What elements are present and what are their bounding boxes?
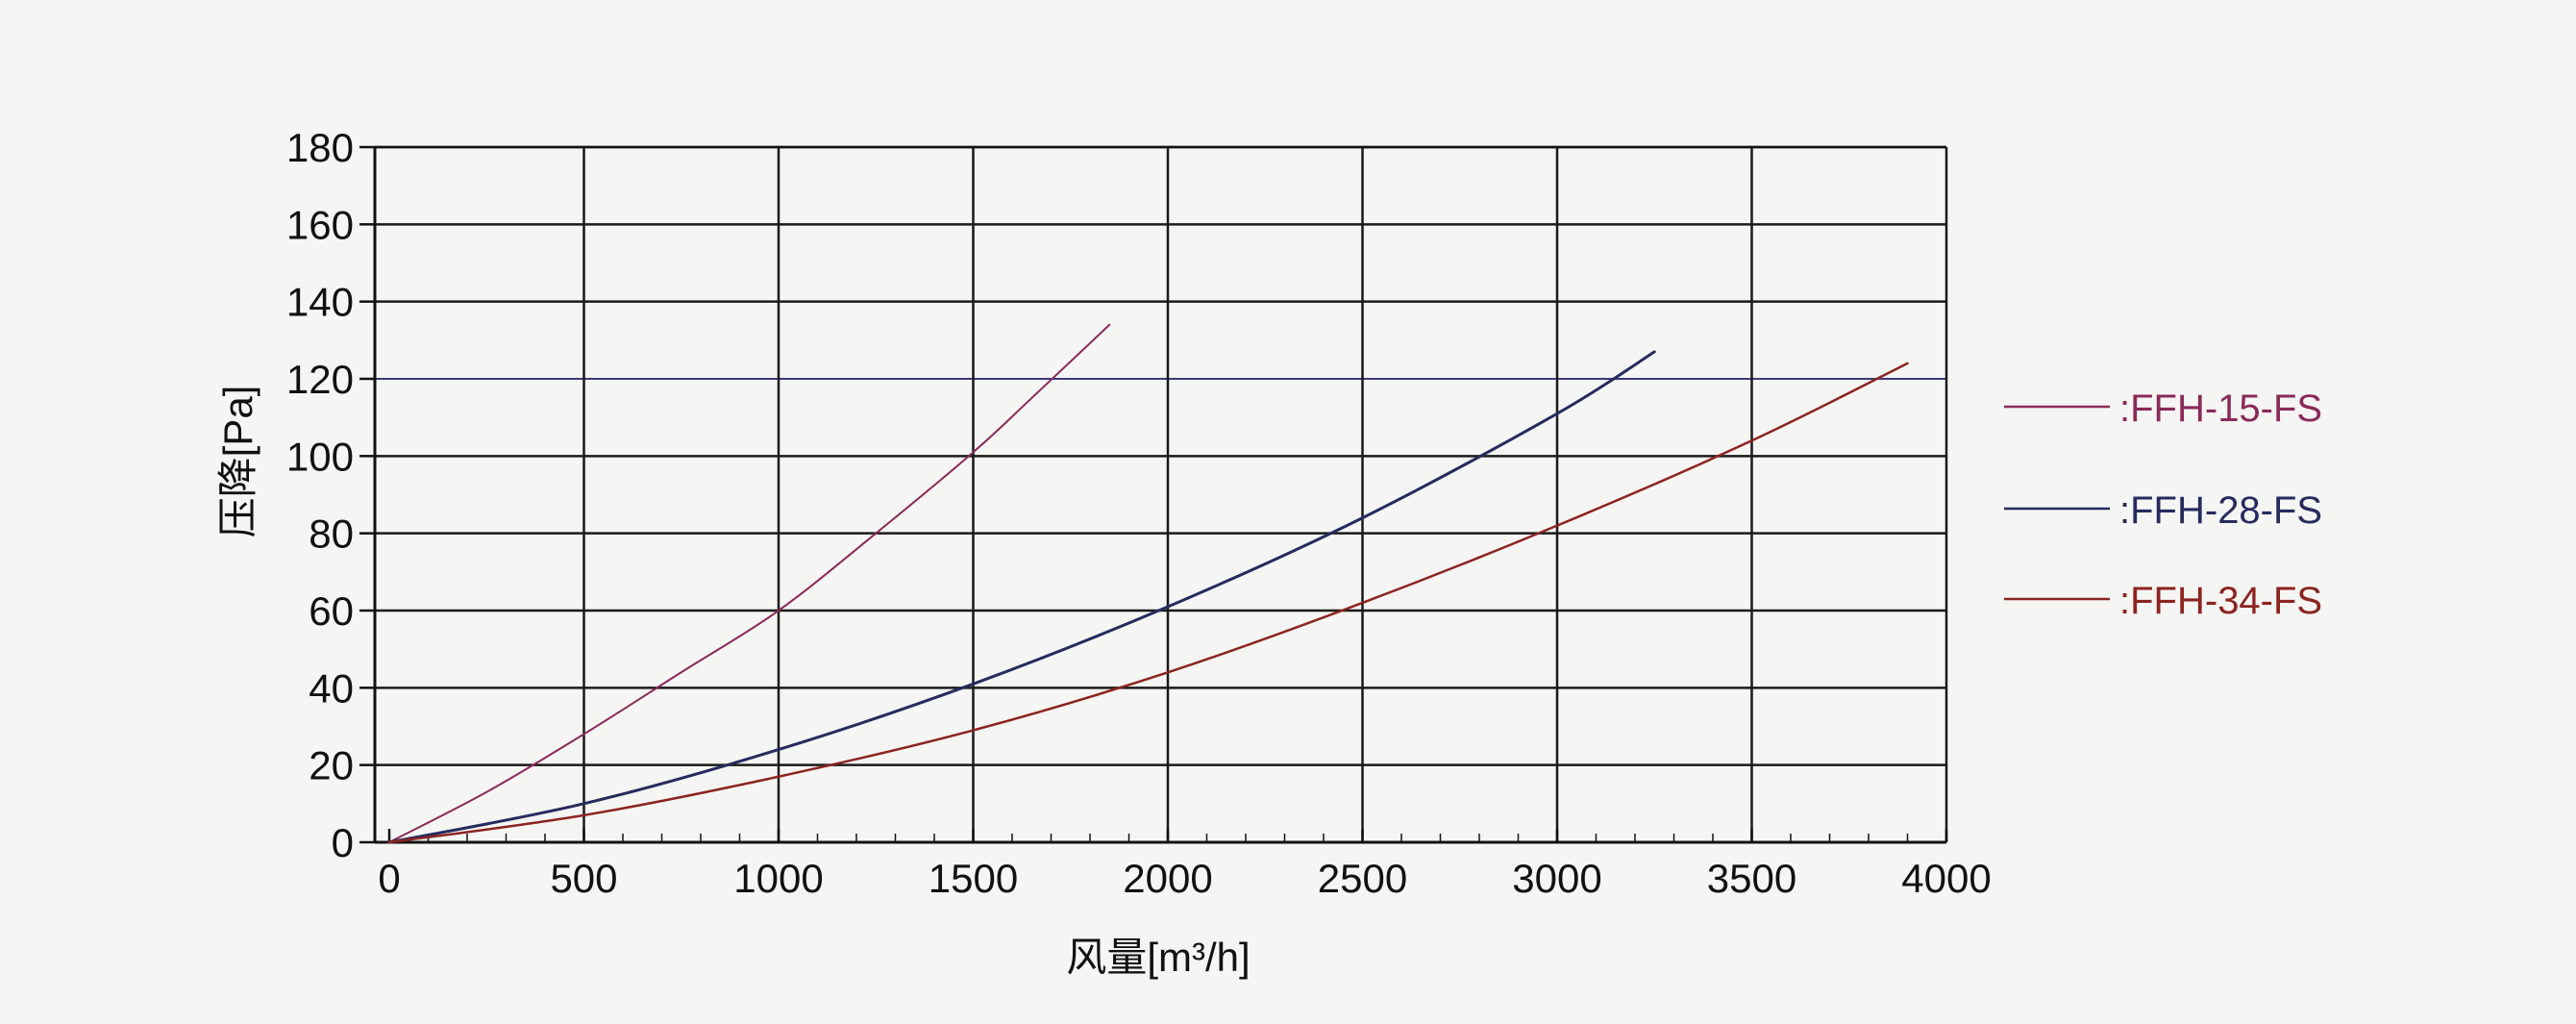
- legend-label-3: :FFH-34-FS: [2119, 580, 2322, 622]
- y-tick-label-40: 40: [309, 665, 354, 711]
- x-tick-label-3500: 3500: [1707, 856, 1796, 901]
- legend-label-2: :FFH-28-FS: [2119, 489, 2322, 532]
- legend-layer: :FFH-15-FS :FFH-28-FS :FFH-34-FS: [2004, 387, 2322, 622]
- y-tick-label-20: 20: [309, 743, 354, 788]
- y-tick-label-160: 160: [286, 202, 354, 247]
- x-tick-label-0: 0: [378, 856, 400, 901]
- x-tick-label-2000: 2000: [1123, 856, 1212, 901]
- axis-layer: 0 20 40 60 80 100 120 140 160 180 0 500 1000 1500 2000…: [286, 125, 1992, 901]
- grid-layer: [375, 145, 1948, 842]
- x-axis-label: 风量[m³/h]: [1066, 935, 1250, 980]
- x-tick-label-4000: 4000: [1901, 856, 1991, 901]
- x-tick-label-1500: 1500: [929, 856, 1018, 901]
- y-tick-label-100: 100: [286, 434, 354, 479]
- y-tick-label-80: 80: [309, 512, 354, 557]
- series-layer: [387, 323, 1909, 844]
- y-axis-label: 压降[Pa]: [215, 386, 260, 538]
- series-line-3: [387, 362, 1909, 844]
- x-tick-label-500: 500: [550, 856, 617, 901]
- series-line-1: [388, 323, 1111, 843]
- y-tick-label-140: 140: [286, 280, 354, 325]
- y-tick-label-0: 0: [332, 820, 354, 865]
- series-line-2: [387, 350, 1656, 844]
- x-tick-label-3000: 3000: [1512, 856, 1601, 901]
- y-tick-label-120: 120: [286, 357, 354, 402]
- x-tick-label-1000: 1000: [733, 856, 823, 901]
- legend-label-1: :FFH-15-FS: [2119, 387, 2322, 430]
- y-tick-label-60: 60: [309, 588, 354, 634]
- y-tick-label-180: 180: [286, 125, 354, 170]
- x-tick-label-2500: 2500: [1318, 856, 1407, 901]
